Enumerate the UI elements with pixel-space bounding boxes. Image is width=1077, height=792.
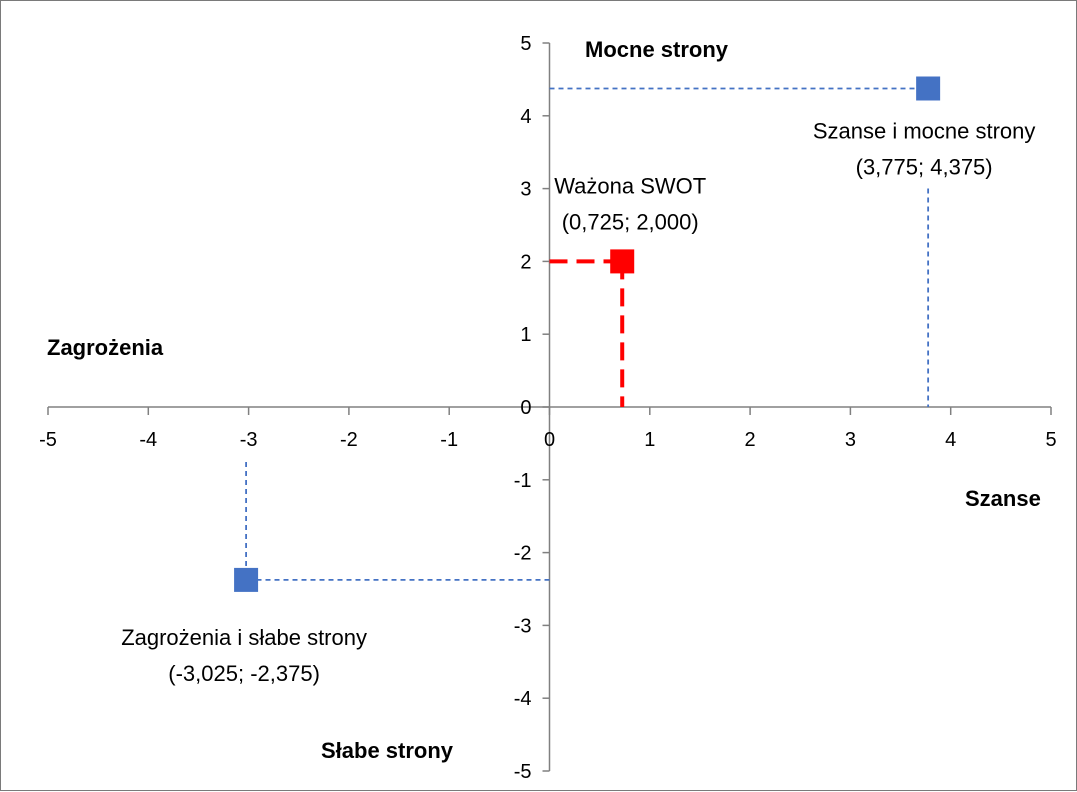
quadrant-label-right: Szanse <box>965 486 1041 511</box>
y-tick-label: 2 <box>520 251 531 273</box>
tick-labels: -5 -4 -3 -2 -1 0 1 2 3 4 5 5 4 3 2 1 0 -1 -2 -3 -4 -5 <box>39 33 1056 783</box>
quadrant-label-bottom: Słabe strony <box>321 738 454 763</box>
x-tick-label: 0 <box>544 429 555 451</box>
x-tick-label: -3 <box>240 429 258 451</box>
guide-lines <box>245 87 930 581</box>
data-point-marker <box>610 249 635 274</box>
x-tick-label: 3 <box>845 429 856 451</box>
x-tick-label: -5 <box>39 429 57 451</box>
y-tick-label: 3 <box>520 179 531 201</box>
x-tick-label: -1 <box>440 429 458 451</box>
data-point-coords: (-3,025; -2,375) <box>168 661 320 686</box>
y-tick-label: 1 <box>520 324 531 346</box>
x-tick-label: -2 <box>340 429 358 451</box>
y-tick-label: -3 <box>514 615 532 637</box>
data-point-coords: (3,775; 4,375) <box>856 155 993 180</box>
y-tick-label: -5 <box>514 761 532 783</box>
quadrant-label-top: Mocne strony <box>585 37 729 62</box>
y-tick-label: -1 <box>514 470 532 492</box>
data-point-label: Ważona SWOT <box>554 173 706 198</box>
x-tick-label: 4 <box>945 429 956 451</box>
quadrant-label-left: Zagrożenia <box>47 335 164 360</box>
y-tick-label: 0 <box>520 397 531 419</box>
x-tick-label: -4 <box>139 429 157 451</box>
x-tick-label: 1 <box>644 429 655 451</box>
data-point-label: Zagrożenia i słabe strony <box>121 625 367 650</box>
y-tick-label: -2 <box>514 543 532 565</box>
data-points: Szanse i mocne strony (3,775; 4,375) Ważon… <box>121 76 1036 686</box>
y-tick-label: 5 <box>520 33 531 55</box>
data-point-marker <box>916 76 941 101</box>
y-tick-label: -4 <box>514 688 532 710</box>
x-tick-label: 5 <box>1045 429 1056 451</box>
axes <box>47 42 1052 772</box>
x-tick-label: 2 <box>745 429 756 451</box>
data-point-label: Szanse i mocne strony <box>813 119 1036 144</box>
data-point-marker <box>234 567 259 592</box>
data-point-coords: (0,725; 2,000) <box>562 209 699 234</box>
y-tick-label: 4 <box>520 106 531 128</box>
